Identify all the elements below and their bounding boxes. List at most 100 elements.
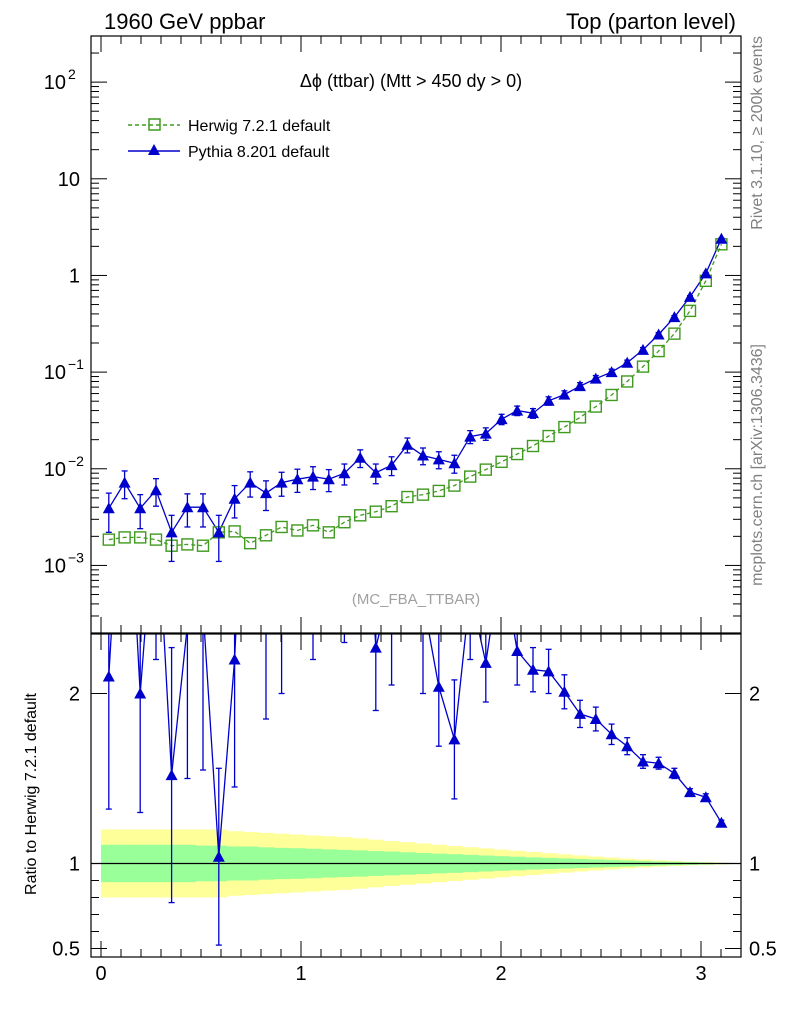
ratio-point (165, 769, 178, 781)
pythia-point (228, 492, 241, 504)
ratio-point (527, 663, 539, 675)
y-tick-label: 10 (44, 555, 66, 577)
herwig-point (181, 538, 194, 551)
x-tick-label: 1 (295, 963, 306, 985)
ratio-point (621, 740, 634, 752)
ratio-point (260, 560, 272, 571)
pythia-point (260, 487, 272, 499)
ratio-point (323, 416, 335, 427)
ratio-point (432, 680, 445, 692)
x-tick-label: 0 (95, 963, 106, 985)
header-left: 1960 GeV ppbar (104, 9, 265, 34)
ratio-y-tick-label: 2 (69, 684, 80, 706)
pythia-point (652, 328, 665, 340)
ratio-frame: 2 2 1 1 0.5 0.5 0 1 2 3 (52, 633, 777, 985)
x-tick-label: 3 (695, 963, 706, 985)
herwig-point (621, 375, 634, 388)
herwig-point (542, 429, 555, 443)
ratio-point (496, 552, 508, 563)
pythia-point (637, 343, 649, 355)
herwig-point (668, 327, 681, 340)
mcplots-label: mcplots.cern.ch [arXiv:1306.3436] (749, 344, 766, 586)
ratio-point (354, 365, 366, 376)
ratio-point (574, 707, 586, 719)
main-panel (102, 232, 728, 563)
ratio-point (558, 685, 571, 697)
herwig-point (133, 531, 147, 544)
pythia-point (385, 459, 398, 471)
ratio-point (134, 687, 147, 699)
ratio-point (102, 670, 115, 682)
pythia-point (684, 290, 696, 302)
herwig-point (275, 520, 288, 534)
herwig-point (259, 529, 273, 542)
herwig-point (683, 304, 697, 318)
herwig-point (652, 344, 665, 358)
rivet-label: Rivet 3.1.10, ≥ 200k events (749, 36, 766, 230)
ratio-point (699, 791, 712, 803)
herwig-point (322, 526, 335, 539)
ratio-y-tick-label: 0.5 (52, 939, 80, 961)
main-title: Δϕ (ttbar) (Mtt > 450 dy > 0) (300, 71, 522, 91)
ratio-point (276, 535, 288, 546)
herwig-point (291, 524, 304, 537)
ratio-point (684, 786, 696, 798)
ratio-ylabel: Ratio to Herwig 7.2.1 default (23, 693, 40, 895)
herwig-point (102, 533, 116, 546)
pythia-point (668, 311, 681, 323)
legend-pythia-marker (148, 144, 160, 155)
herwig-point (401, 490, 414, 504)
y-tick-label-exp: −3 (68, 549, 84, 565)
herwig-line (108, 244, 722, 547)
ratio-point (637, 755, 649, 767)
y-tick-label: 1 (69, 265, 80, 287)
ratio-point (119, 399, 131, 410)
pythia-point (102, 502, 115, 514)
legend-herwig-label: Herwig 7.2.1 default (188, 118, 331, 135)
ratio-point (369, 641, 382, 653)
ratio-point (542, 665, 555, 677)
pythia-point (165, 526, 178, 538)
ratio-y-tick-label-right: 1 (749, 854, 760, 876)
pythia-point (322, 473, 335, 485)
x-tick-label: 2 (495, 963, 506, 985)
ratio-point (228, 653, 241, 665)
pythia-point (212, 526, 225, 538)
y-tick-label: 10 (44, 72, 66, 94)
herwig-point (605, 388, 618, 402)
pythia-point (291, 473, 304, 485)
ratio-point (479, 656, 492, 668)
ratio-point (715, 816, 728, 828)
ratio-point (605, 728, 618, 740)
pythia-point (432, 453, 445, 465)
pythia-point (542, 394, 555, 406)
pythia-point (338, 467, 351, 479)
ratio-point (291, 450, 303, 461)
herwig-point (369, 505, 382, 518)
pythia-point (275, 476, 288, 488)
herwig-point (636, 360, 650, 373)
herwig-point (558, 420, 571, 434)
pythia-point (495, 413, 508, 425)
pythia-point (621, 356, 634, 368)
herwig-point (354, 509, 367, 522)
ratio-point (244, 314, 256, 325)
pythia-point (589, 372, 602, 384)
pythia-point (401, 438, 414, 450)
pythia-point (197, 501, 209, 513)
ratio-y-tick-label: 1 (69, 854, 80, 876)
pythia-point (574, 380, 586, 392)
pythia-point (118, 476, 131, 488)
herwig-point (149, 533, 163, 546)
pythia-point (605, 366, 618, 378)
ratio-point (511, 645, 524, 656)
ratio-point (589, 713, 602, 724)
herwig-point (573, 411, 587, 424)
y-tick-label-exp: −2 (68, 453, 84, 469)
herwig-point (448, 479, 461, 492)
ratio-point (386, 577, 398, 588)
herwig-point (589, 400, 602, 413)
y-tick-label: 10 (44, 459, 66, 481)
herwig-point (526, 439, 540, 453)
